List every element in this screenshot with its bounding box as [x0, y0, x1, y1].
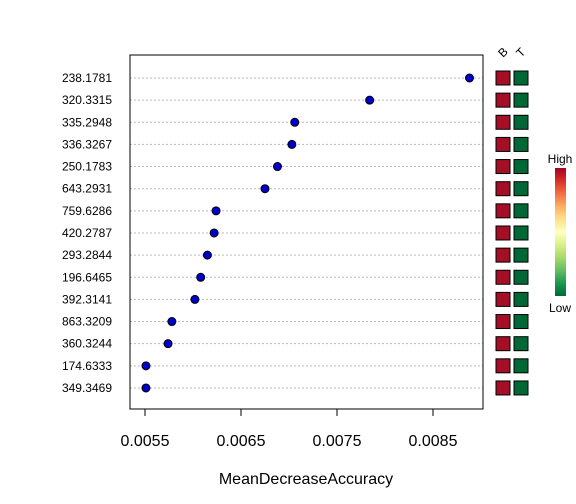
data-point: [287, 139, 297, 149]
heatmap-cell: [495, 291, 511, 307]
heatmap-cell: [513, 358, 529, 374]
data-point: [260, 184, 270, 194]
category-label: 293.2844: [62, 248, 112, 262]
category-label: 863.3209: [62, 315, 112, 329]
data-point: [190, 294, 200, 304]
heatmap-cell: [495, 380, 511, 396]
legend-low-label: Low: [549, 301, 571, 315]
heatmap-cell: [513, 159, 529, 175]
data-point: [211, 206, 221, 216]
heatmap-cell: [513, 92, 529, 108]
data-point: [163, 339, 173, 349]
category-label: 643.2931: [62, 182, 112, 196]
category-label: 392.3141: [62, 292, 112, 306]
data-point: [209, 228, 219, 238]
heatmap-cell: [495, 136, 511, 152]
category-label: 174.6333: [62, 359, 112, 373]
heatmap-cell: [495, 70, 511, 86]
heatmap-cell: [513, 114, 529, 130]
category-label: 250.1783: [62, 160, 112, 174]
x-tick-label: 0.0075: [313, 433, 362, 450]
data-point: [290, 117, 300, 127]
heatmap-cell: [495, 92, 511, 108]
category-label: 320.3315: [62, 93, 112, 107]
category-label: 335.2948: [62, 115, 112, 129]
heatmap-column-label: T: [513, 45, 529, 61]
heatmap-cell: [513, 247, 529, 263]
data-point: [196, 272, 206, 282]
data-point: [272, 162, 282, 172]
x-tick-label: 0.0065: [217, 433, 266, 450]
x-axis: 0.0055 0.0065 0.0075 0.0085: [121, 408, 458, 450]
category-label: 420.2787: [62, 226, 112, 240]
heatmap-cell: [513, 203, 529, 219]
heatmap-cell: [513, 314, 529, 330]
data-point: [464, 73, 474, 83]
heatmap-cell: [513, 181, 529, 197]
heatmap-cell: [513, 291, 529, 307]
legend-gradient-bar: [555, 168, 566, 296]
data-points: [141, 73, 474, 393]
heatmap-cell: [495, 225, 511, 241]
category-label: 349.3469: [62, 381, 112, 395]
heatmap-cell: [513, 269, 529, 285]
heatmap-cell: [513, 70, 529, 86]
plot-frame: [129, 54, 484, 410]
category-label: 336.3267: [62, 137, 112, 151]
heatmap-cell: [495, 114, 511, 130]
heatmap-cell: [495, 181, 511, 197]
heatmap-cell: [495, 358, 511, 374]
category-label: 759.6286: [62, 204, 112, 218]
heatmap-cell: [513, 380, 529, 396]
grid-lines: [130, 77, 483, 389]
data-point: [202, 250, 212, 260]
heatmap-cell: [513, 136, 529, 152]
heatmap-cell: [495, 247, 511, 263]
category-label: 238.1781: [62, 71, 112, 85]
data-point: [141, 383, 151, 393]
data-point: [167, 317, 177, 327]
heatmap-cells: [495, 70, 529, 396]
heatmap-cell: [495, 314, 511, 330]
legend-high-label: High: [548, 152, 573, 166]
x-tick-label: 0.0085: [409, 433, 458, 450]
heatmap-cell: [513, 336, 529, 352]
heatmap-cell: [495, 159, 511, 175]
x-axis-title: MeanDecreaseAccuracy: [219, 471, 393, 488]
data-point: [141, 361, 151, 371]
category-label: 360.3244: [62, 337, 112, 351]
category-label: 196.6465: [62, 270, 112, 284]
category-labels: 238.1781 320.3315 335.2948 336.3267 250.1783…: [62, 71, 112, 395]
color-legend: High Low: [548, 152, 573, 315]
heatmap-cell: [495, 336, 511, 352]
heatmap-cell: [495, 269, 511, 285]
heatmap-column-label: B: [495, 45, 511, 61]
data-point: [365, 95, 375, 105]
heatmap-cell: [495, 203, 511, 219]
x-tick-label: 0.0055: [121, 433, 170, 450]
heatmap-cell: [513, 225, 529, 241]
